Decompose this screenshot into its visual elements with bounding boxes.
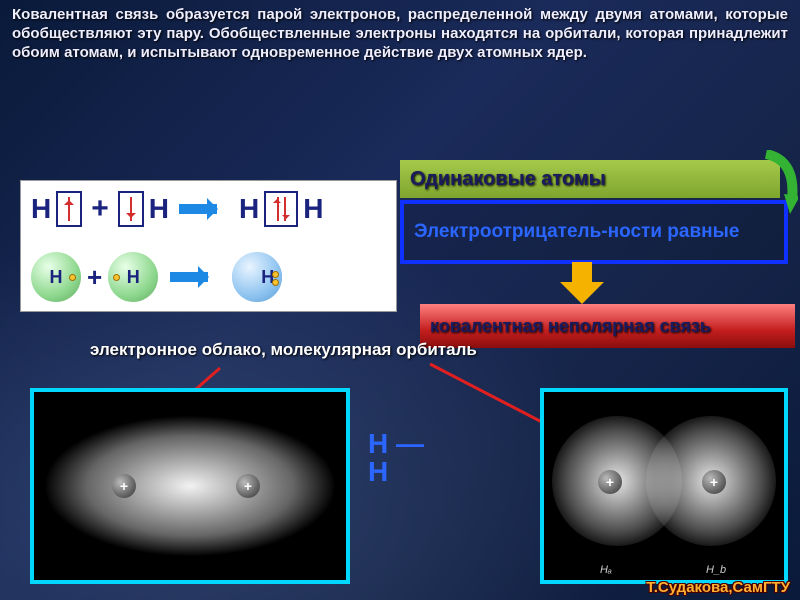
atom-label-a: Hₐ	[600, 564, 612, 576]
electron-cloud-molecule: + +	[30, 388, 350, 584]
spin-down-icon	[118, 191, 144, 227]
box-electronegativity: Электроотрицатель-ности равные	[400, 200, 788, 264]
atom-symbol: H	[149, 193, 169, 225]
nucleus-icon: +	[598, 470, 622, 494]
box-electron-cloud-label: электронное облако, молекулярная орбитал…	[90, 340, 490, 360]
spin-up-icon	[56, 191, 82, 227]
atom-label-b: H_b	[706, 564, 726, 576]
arrow-right-icon	[179, 202, 229, 216]
plus-sign: +	[87, 262, 102, 293]
spin-pair-icon	[264, 191, 298, 227]
nucleus-icon: +	[236, 474, 260, 498]
equation-panel: H + H H H H + H H H	[20, 180, 397, 312]
atom-symbol: H	[239, 193, 259, 225]
atom-sphere-pair: H H	[232, 249, 320, 305]
box-same-atoms: Одинаковые атомы	[400, 160, 780, 198]
plus-sign: +	[91, 192, 109, 226]
curved-green-arrow-icon	[762, 150, 798, 220]
electron-cloud-atoms: + + Hₐ H_b	[540, 388, 788, 584]
arrow-right-icon	[170, 270, 220, 284]
footer-credit: Т.Судакова,СамГТУ	[646, 579, 790, 596]
nucleus-icon: +	[112, 474, 136, 498]
atom-symbol: H	[303, 193, 323, 225]
atom-sphere-green: H	[108, 252, 158, 302]
equation-row-spheres: H + H H H	[31, 249, 320, 305]
equation-row-boxes: H + H H H	[31, 191, 323, 227]
molecule-formula: H — H	[368, 430, 424, 486]
intro-paragraph: Ковалентная связь образуется парой элект…	[12, 6, 788, 62]
atom-symbol: H	[31, 193, 51, 225]
nucleus-icon: +	[702, 470, 726, 494]
yellow-down-arrow-icon	[560, 262, 604, 304]
atom-sphere-green: H	[31, 252, 81, 302]
